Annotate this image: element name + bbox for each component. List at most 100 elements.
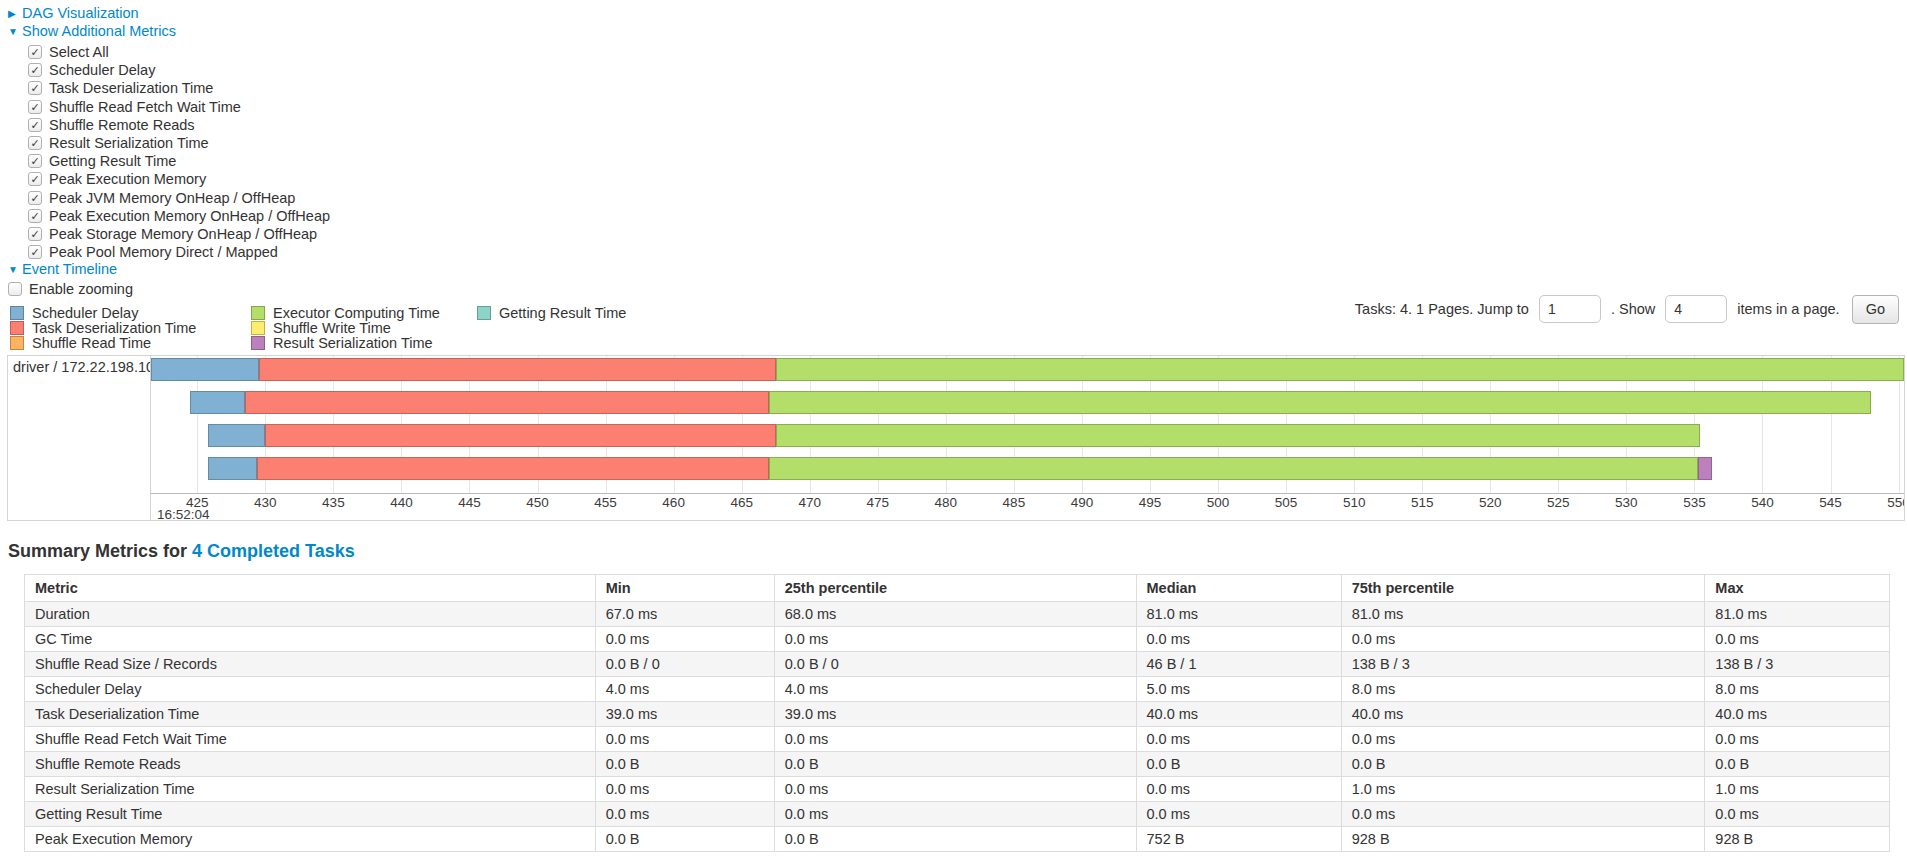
metric-value-cell: 0.0 ms	[1341, 627, 1705, 652]
task-segment-executor-computing[interactable]	[776, 424, 1700, 447]
legend-column: Getting Result Time	[477, 305, 626, 320]
metric-value-cell: 81.0 ms	[1136, 602, 1341, 627]
checkbox-icon[interactable]: ✓	[28, 245, 42, 259]
event-timeline-chart: driver / 172.22.198.104 16:52:04 4254304…	[7, 355, 1905, 521]
metric-value-cell: 8.0 ms	[1705, 677, 1890, 702]
metric-checkbox-row[interactable]: ✓Peak Pool Memory Direct / Mapped	[28, 243, 330, 261]
task-segment-result-serialization[interactable]	[1698, 457, 1712, 480]
table-header-cell: Max	[1705, 575, 1890, 602]
metric-checkbox-row[interactable]: ✓Peak JVM Memory OnHeap / OffHeap	[28, 189, 330, 207]
task-pagination: Tasks: 4. 1 Pages. Jump to . Show items …	[1355, 293, 1899, 325]
completed-tasks-link[interactable]: 4 Completed Tasks	[192, 541, 355, 561]
expanded-arrow-icon: ▼	[8, 26, 22, 37]
table-row: Duration67.0 ms68.0 ms81.0 ms81.0 ms81.0…	[25, 602, 1890, 627]
metric-value-cell: 0.0 ms	[595, 777, 774, 802]
checkbox-icon[interactable]: ✓	[28, 154, 42, 168]
metric-checkbox-label: Scheduler Delay	[49, 62, 155, 78]
metric-checkbox-row[interactable]: ✓ Scheduler Delay	[28, 61, 330, 79]
legend-column: Scheduler DelayTask Deserialization Time…	[10, 305, 251, 351]
task-segment-scheduler-delay[interactable]	[208, 457, 257, 480]
task-timeline-bar[interactable]	[151, 358, 1904, 381]
task-timeline-bar[interactable]	[151, 457, 1904, 480]
legend-item: Shuffle Write Time	[251, 320, 477, 335]
metric-value-cell: 752 B	[1136, 827, 1341, 852]
show-additional-metrics-link[interactable]: Show Additional Metrics	[22, 23, 176, 39]
axis-tick-label: 540	[1751, 495, 1774, 510]
metric-value-cell: 0.0 ms	[774, 727, 1136, 752]
metric-name-cell: Task Deserialization Time	[25, 702, 596, 727]
checkbox-icon[interactable]: ✓	[28, 191, 42, 205]
go-button[interactable]: Go	[1852, 295, 1899, 324]
checkbox-icon[interactable]: ✓	[28, 63, 42, 77]
task-segment-scheduler-delay[interactable]	[151, 358, 259, 381]
metric-checkbox-row[interactable]: ✓Result Serialization Time	[28, 134, 330, 152]
metric-value-cell: 0.0 ms	[774, 802, 1136, 827]
metric-value-cell: 0.0 ms	[595, 727, 774, 752]
metric-checkbox-row[interactable]: ✓Shuffle Remote Reads	[28, 116, 330, 134]
checkbox-icon[interactable]: ✓	[28, 172, 42, 186]
table-header-cell: Median	[1136, 575, 1341, 602]
checkbox-icon[interactable]	[8, 282, 22, 296]
checkbox-icon[interactable]: ✓	[28, 227, 42, 241]
metric-checkbox-row[interactable]: ✓Select All	[28, 43, 330, 61]
show-additional-metrics-toggle[interactable]: ▼Show Additional Metrics	[8, 23, 176, 39]
metric-value-cell: 138 B / 3	[1341, 652, 1705, 677]
table-header-cell: 75th percentile	[1341, 575, 1705, 602]
table-header-cell: Metric	[25, 575, 596, 602]
axis-tick-label: 490	[1071, 495, 1094, 510]
metric-checkbox-row[interactable]: ✓Shuffle Read Fetch Wait Time	[28, 98, 330, 116]
task-timeline-bar[interactable]	[151, 424, 1904, 447]
metric-value-cell: 39.0 ms	[774, 702, 1136, 727]
checkbox-icon[interactable]: ✓	[28, 136, 42, 150]
event-timeline-link[interactable]: Event Timeline	[22, 261, 117, 277]
enable-zooming-label: Enable zooming	[29, 281, 133, 297]
metric-value-cell: 68.0 ms	[774, 602, 1136, 627]
task-segment-executor-computing[interactable]	[769, 391, 1871, 414]
metric-value-cell: 0.0 B	[1705, 752, 1890, 777]
event-timeline-toggle[interactable]: ▼Event Timeline	[8, 261, 117, 277]
metric-checkbox-label: Peak Storage Memory OnHeap / OffHeap	[49, 226, 317, 242]
axis-tick-label: 530	[1615, 495, 1638, 510]
task-segment-task-deserialization[interactable]	[245, 391, 769, 414]
checkbox-icon[interactable]: ✓	[28, 81, 42, 95]
metric-value-cell: 0.0 ms	[1136, 727, 1341, 752]
task-segment-executor-computing[interactable]	[776, 358, 1904, 381]
executor-computing-swatch-icon	[251, 306, 265, 320]
enable-zooming-checkbox-row[interactable]: Enable zooming	[8, 280, 133, 298]
task-segment-scheduler-delay[interactable]	[190, 391, 244, 414]
table-row: Scheduler Delay4.0 ms4.0 ms5.0 ms8.0 ms8…	[25, 677, 1890, 702]
task-timeline-bar[interactable]	[151, 391, 1904, 414]
summary-metrics-heading: Summary Metrics for 4 Completed Tasks	[8, 541, 355, 562]
metric-checkbox-row[interactable]: ✓Peak Execution Memory	[28, 170, 330, 188]
items-per-page-input[interactable]	[1665, 295, 1727, 323]
checkbox-icon[interactable]: ✓	[28, 45, 42, 59]
metric-checkbox-row[interactable]: ✓Task Deserialization Time	[28, 79, 330, 97]
axis-tick-label: 535	[1683, 495, 1706, 510]
metric-value-cell: 0.0 B / 0	[595, 652, 774, 677]
metric-value-cell: 5.0 ms	[1136, 677, 1341, 702]
axis-tick-label: 465	[730, 495, 753, 510]
table-row: Shuffle Read Fetch Wait Time0.0 ms0.0 ms…	[25, 727, 1890, 752]
task-segment-task-deserialization[interactable]	[259, 358, 776, 381]
dag-visualization-toggle[interactable]: ▶DAG Visualization	[8, 5, 139, 21]
checkbox-icon[interactable]: ✓	[28, 118, 42, 132]
result-serialization-swatch-icon	[251, 336, 265, 350]
checkbox-icon[interactable]: ✓	[28, 100, 42, 114]
metric-value-cell: 81.0 ms	[1341, 602, 1705, 627]
metric-value-cell: 0.0 ms	[595, 627, 774, 652]
task-segment-task-deserialization[interactable]	[257, 457, 769, 480]
metric-checkbox-row[interactable]: ✓ Peak Storage Memory OnHeap / OffHeap	[28, 225, 330, 243]
summary-metrics-table: MetricMin25th percentileMedian75th perce…	[24, 574, 1890, 852]
checkbox-icon[interactable]: ✓	[28, 209, 42, 223]
task-segment-executor-computing[interactable]	[769, 457, 1699, 480]
metric-checkbox-row[interactable]: ✓Peak Execution Memory OnHeap / OffHeap	[28, 207, 330, 225]
metric-checkbox-row[interactable]: ✓Getting Result Time	[28, 152, 330, 170]
jump-to-page-input[interactable]	[1539, 295, 1601, 323]
tasks-count-text: Tasks: 4. 1 Pages. Jump to	[1355, 301, 1529, 317]
timeline-group-label: driver / 172.22.198.104	[8, 356, 150, 375]
task-segment-scheduler-delay[interactable]	[208, 424, 265, 447]
dag-visualization-link[interactable]: DAG Visualization	[22, 5, 139, 21]
axis-tick-label: 475	[867, 495, 890, 510]
task-segment-task-deserialization[interactable]	[265, 424, 775, 447]
metric-value-cell: 0.0 ms	[1136, 802, 1341, 827]
